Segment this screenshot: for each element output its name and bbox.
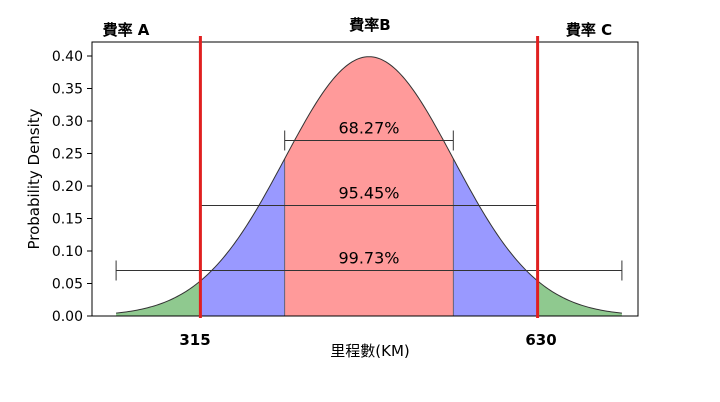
y-tick-label-8: 0.40	[52, 49, 83, 65]
interval-label-2: 99.73%	[338, 249, 399, 268]
y-axis-title: Probability Density	[25, 108, 43, 249]
y-tick-label-1: 0.05	[52, 277, 83, 293]
vline-label-315: 315	[179, 331, 210, 349]
bands-layer	[116, 56, 622, 316]
zone-label-a: 費率 A	[103, 21, 150, 39]
band-area-0	[284, 56, 454, 316]
y-tick-label-3: 0.15	[52, 212, 83, 228]
y-tick-label-0: 0.00	[52, 309, 83, 325]
zone-label-b: 費率B	[349, 16, 390, 34]
y-tick-label-7: 0.35	[52, 82, 83, 98]
y-tick-label-6: 0.30	[52, 114, 83, 130]
interval-label-0: 68.27%	[338, 119, 399, 138]
x-axis-title: 里程數(KM)	[330, 342, 409, 360]
y-tick-label-4: 0.20	[52, 179, 83, 195]
interval-label-1: 95.45%	[338, 184, 399, 203]
vlines-layer	[198, 36, 540, 318]
vline-label-630: 630	[525, 331, 556, 349]
plot-frame	[91, 41, 639, 317]
y-axis: 0.00 0.05 0.10 0.15 0.20 0.25 0.30 0.35 0.40	[52, 49, 92, 325]
zone-label-c: 費率 C	[566, 21, 612, 39]
y-tick-label-2: 0.10	[52, 244, 83, 260]
y-tick-label-5: 0.25	[52, 147, 83, 163]
